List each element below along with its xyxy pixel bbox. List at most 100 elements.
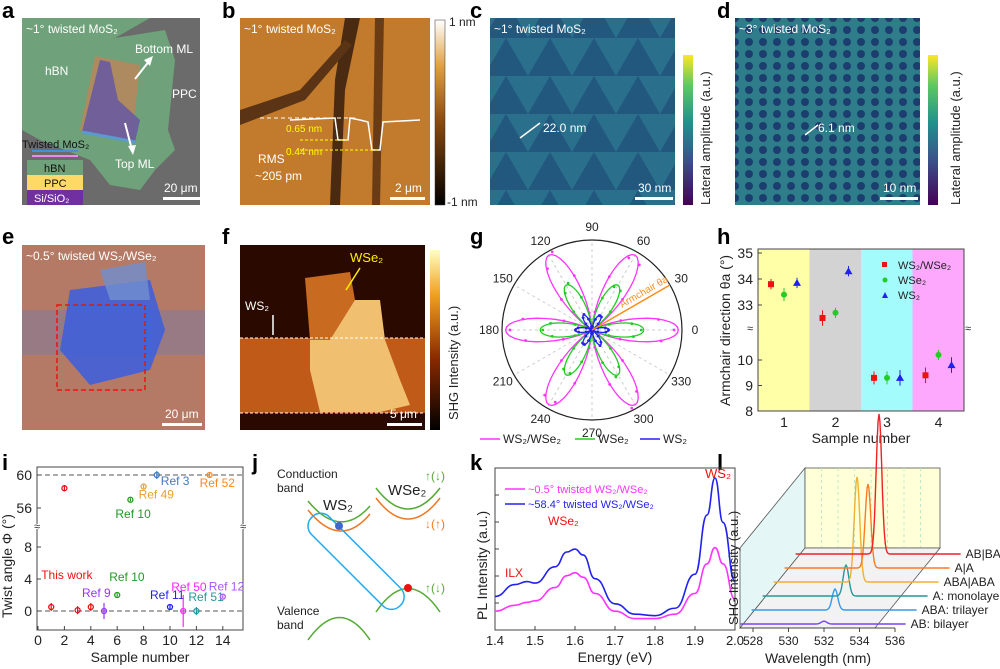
x-tick-label: 532 [814, 634, 834, 648]
colorbar-label: Lateral amplitude (a.u.) [698, 71, 713, 205]
point-label: Ref 50 [171, 580, 207, 594]
annotation-ws2: WS₂ [705, 466, 731, 481]
data-point [781, 291, 787, 298]
polar-data-point [621, 359, 624, 362]
polar-gridline [591, 329, 638, 409]
data-point [793, 278, 801, 286]
trace-label: AB|BA [966, 547, 1000, 561]
polar-data-point [635, 389, 638, 393]
polar-tick-label: 210 [493, 375, 513, 389]
panel-k-pl-chart: 1.4 1.5 1.6 1.7 1.8 1.9 2.0 Energy (eV) PL Inten… [474, 466, 744, 665]
x-tick-label: 3 [883, 414, 891, 430]
scale-bar [390, 197, 425, 200]
data-point [74, 607, 81, 614]
pl-spectrum-line [494, 477, 736, 617]
pl-spectrum-line [494, 546, 736, 620]
polar-data-point [590, 325, 593, 328]
polar-gridline [591, 251, 638, 331]
panel-d-lfm-image: ~3° twisted MoS₂ 6.1 nm 10 nm Lateral am… [735, 18, 963, 205]
label-valence: Valence [277, 604, 320, 618]
panel-d-title: ~3° twisted MoS₂ [739, 22, 831, 36]
legend-label: WSe₂ [598, 432, 629, 446]
shg-spectrum-line [795, 413, 961, 555]
scale-bar-label: 30 nm [638, 181, 671, 195]
polar-tick-label: 60 [637, 234, 651, 248]
polar-tick-label: 150 [493, 272, 513, 286]
polar-data-point [607, 323, 611, 326]
x-tick-label: 536 [885, 634, 905, 648]
y-tick-label: 60 [16, 467, 32, 483]
data-point [832, 309, 839, 316]
sample-background [809, 249, 861, 411]
shg-spectrum-line [773, 476, 939, 583]
label-ws2: WS₂ [323, 497, 353, 514]
scale-bar [880, 197, 918, 200]
polar-data-point [627, 256, 631, 260]
panel-i-twist-angle-chart: ≈ ≈56 60 0 4 8 0 2 4 6 8 10 12 14 Sample number Twist a… [0, 466, 248, 665]
legend-hbn: hBN [44, 163, 65, 175]
colorbar-label: Lateral amplitude (a.u.) [948, 71, 963, 205]
legend-label: WS₂ [663, 432, 687, 446]
label-ws2: WS₂ [245, 299, 269, 313]
polar-data-point [584, 326, 588, 330]
point-label: This work [41, 568, 93, 582]
plot-frame [36, 466, 244, 631]
data-point [114, 591, 121, 599]
polar-data-point [630, 322, 634, 326]
plot-frame [757, 248, 965, 412]
polar-data-point [584, 334, 588, 338]
polar-data-point [584, 322, 588, 326]
rms-value: ~205 pm [255, 169, 302, 183]
trace-label: ABA|ABA [944, 575, 995, 589]
label-ppc: PPC [172, 87, 197, 101]
colorbar [683, 55, 693, 205]
polar-data-point [521, 317, 525, 321]
point-label: Ref 51 [188, 590, 224, 604]
x-tick-label: 12 [189, 632, 205, 648]
x-tick-label: 1 [780, 414, 788, 430]
scale-bar-label: 20 μm [164, 181, 198, 195]
x-tick-label: 1.4 [486, 633, 504, 648]
label-wse2: WSe₂ [388, 482, 427, 499]
colorbar [928, 55, 938, 205]
legend-ppc: PPC [44, 178, 67, 190]
x-tick-label: 528 [743, 634, 763, 648]
x-tick-label: 2 [832, 414, 840, 430]
x-tick-label: 4 [935, 414, 943, 430]
polar-data-point [584, 330, 588, 334]
legend-si-swatch [27, 190, 83, 205]
shg-spectrum-line [784, 483, 950, 569]
period-arrow [519, 122, 541, 139]
data-point [935, 351, 942, 358]
polar-data-point [597, 314, 601, 317]
y-axis-label: Armchair direction θa (°) [717, 255, 733, 406]
y-tick-label: 10 [737, 352, 753, 368]
polar-data-point [581, 341, 584, 345]
point-label: Ref 12 [209, 580, 245, 594]
axis-break-mark: ≈ [240, 521, 246, 533]
polar-data-point [587, 339, 590, 343]
polar-data-point [580, 360, 584, 364]
polar-data-point [560, 298, 563, 301]
trace-label: A|A [955, 561, 974, 575]
y-tick-label: 33 [737, 297, 753, 313]
polar-tick-label: 270 [582, 426, 602, 440]
ws2-valence-band [307, 616, 371, 641]
data-point [947, 361, 956, 369]
polar-data-point [550, 250, 554, 254]
legend-label: WSe₂ [898, 275, 926, 287]
legend-label: WS₂/WSe₂ [503, 432, 561, 446]
polar-data-point [599, 340, 603, 344]
shg-spectrum-line [751, 587, 917, 611]
polar-data-point [632, 335, 635, 338]
polar-data-point [637, 263, 641, 267]
electron [335, 522, 343, 530]
legend-label: ~0.5° twisted WS₂/WSe₂ [528, 484, 648, 496]
data-point [922, 372, 929, 379]
polar-data-point [594, 317, 597, 321]
data-point [219, 593, 226, 600]
point-label: Ref 52 [200, 476, 236, 490]
x-tick-label: 2 [61, 632, 69, 648]
legend-label: ~58.4° twisted WS₂/WSe₂ [528, 499, 654, 511]
